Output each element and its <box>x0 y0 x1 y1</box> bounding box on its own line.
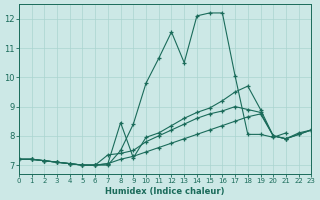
X-axis label: Humidex (Indice chaleur): Humidex (Indice chaleur) <box>105 187 225 196</box>
